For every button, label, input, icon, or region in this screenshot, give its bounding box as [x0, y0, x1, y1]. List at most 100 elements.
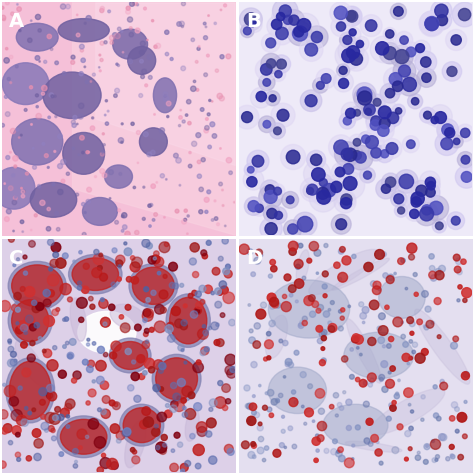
Circle shape	[390, 366, 395, 371]
Circle shape	[419, 11, 444, 36]
Circle shape	[305, 408, 313, 417]
Circle shape	[323, 311, 329, 317]
Circle shape	[12, 200, 17, 205]
Circle shape	[410, 331, 414, 335]
Circle shape	[376, 441, 379, 444]
Circle shape	[132, 450, 137, 454]
Circle shape	[268, 274, 273, 278]
Circle shape	[144, 332, 148, 337]
Circle shape	[91, 117, 94, 119]
Circle shape	[256, 91, 266, 102]
Circle shape	[415, 455, 420, 460]
Circle shape	[316, 308, 321, 313]
Circle shape	[352, 457, 354, 460]
Circle shape	[82, 151, 84, 154]
Circle shape	[0, 301, 10, 311]
Circle shape	[464, 401, 467, 403]
Circle shape	[14, 359, 17, 362]
Circle shape	[273, 127, 282, 135]
Circle shape	[151, 290, 156, 295]
Circle shape	[426, 445, 428, 447]
Circle shape	[180, 109, 182, 111]
Circle shape	[37, 184, 41, 188]
Circle shape	[360, 130, 384, 155]
Circle shape	[428, 271, 436, 279]
Circle shape	[395, 108, 402, 114]
Circle shape	[356, 346, 359, 349]
Circle shape	[254, 323, 260, 329]
Circle shape	[10, 359, 17, 366]
Circle shape	[107, 458, 118, 469]
Circle shape	[458, 455, 464, 460]
Circle shape	[398, 207, 405, 214]
Circle shape	[355, 152, 366, 163]
Circle shape	[413, 40, 430, 58]
Circle shape	[425, 17, 439, 30]
Circle shape	[356, 40, 364, 48]
Circle shape	[171, 401, 178, 408]
Circle shape	[45, 428, 48, 432]
Circle shape	[73, 464, 78, 468]
Circle shape	[395, 392, 399, 395]
Ellipse shape	[12, 300, 49, 342]
Circle shape	[337, 402, 342, 407]
Circle shape	[417, 451, 420, 454]
Circle shape	[210, 122, 215, 127]
Circle shape	[44, 316, 55, 327]
Circle shape	[109, 400, 115, 406]
Circle shape	[200, 350, 206, 356]
Circle shape	[244, 385, 250, 391]
Circle shape	[263, 79, 271, 86]
Circle shape	[10, 12, 14, 16]
Circle shape	[54, 150, 56, 153]
Circle shape	[255, 58, 277, 81]
Circle shape	[284, 446, 286, 448]
Circle shape	[6, 155, 10, 160]
Circle shape	[21, 190, 25, 193]
Circle shape	[264, 357, 267, 361]
Circle shape	[271, 265, 277, 272]
Circle shape	[395, 31, 413, 49]
Circle shape	[40, 200, 45, 205]
Circle shape	[89, 296, 93, 301]
Circle shape	[368, 383, 373, 387]
Circle shape	[118, 209, 121, 212]
Circle shape	[309, 241, 319, 251]
Circle shape	[421, 395, 425, 399]
Circle shape	[94, 249, 99, 255]
Circle shape	[86, 200, 91, 204]
Circle shape	[379, 377, 383, 382]
Circle shape	[165, 403, 169, 408]
Circle shape	[331, 214, 351, 234]
Circle shape	[114, 403, 118, 407]
Circle shape	[71, 120, 75, 124]
Circle shape	[303, 160, 330, 187]
Circle shape	[125, 348, 131, 355]
Circle shape	[397, 424, 403, 430]
Circle shape	[188, 293, 193, 298]
Circle shape	[405, 287, 408, 290]
Circle shape	[20, 134, 22, 136]
Circle shape	[401, 258, 405, 263]
Circle shape	[415, 353, 425, 363]
Circle shape	[92, 73, 95, 76]
Circle shape	[328, 135, 354, 160]
Circle shape	[446, 29, 467, 51]
Circle shape	[419, 107, 436, 123]
Circle shape	[115, 88, 119, 93]
Circle shape	[71, 60, 75, 64]
Circle shape	[352, 151, 361, 160]
Circle shape	[169, 262, 177, 271]
Circle shape	[390, 405, 396, 411]
Circle shape	[194, 402, 202, 411]
Circle shape	[337, 190, 356, 209]
Circle shape	[359, 302, 364, 307]
Circle shape	[343, 391, 346, 394]
Circle shape	[352, 254, 356, 259]
Circle shape	[261, 302, 267, 308]
Circle shape	[144, 358, 155, 369]
Circle shape	[343, 164, 354, 174]
Circle shape	[188, 392, 195, 399]
Circle shape	[8, 346, 14, 352]
Circle shape	[107, 110, 109, 112]
